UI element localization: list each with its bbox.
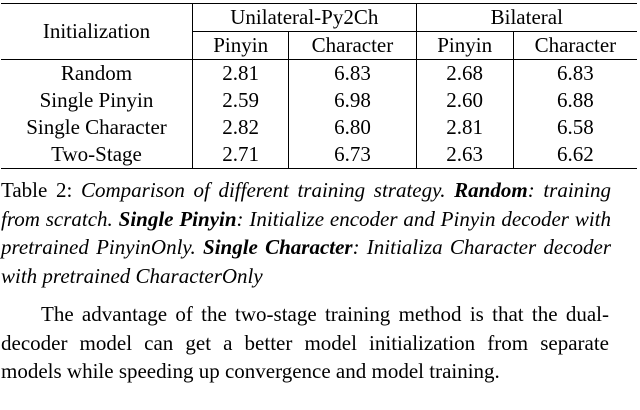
bilateral-group-header: Bilateral <box>415 3 637 32</box>
unilateral-group-header: Unilateral-Py2Ch <box>192 3 417 32</box>
table-cell: 6.88 <box>512 87 637 114</box>
table-row: Single Character 2.82 6.80 2.81 6.58 <box>1 114 637 141</box>
table-cell: 2.71 <box>192 141 289 169</box>
table-cell: 2.82 <box>192 114 289 141</box>
table-row: Two-Stage 2.71 6.73 2.63 6.62 <box>1 141 637 169</box>
row-label: Random <box>60 61 133 85</box>
caption-desc-random: : training from scratch. <box>1 178 612 231</box>
caption-prefix: Table 2: <box>1 178 81 202</box>
subheader-character: Character <box>512 31 637 60</box>
initialization-header: Initialization <box>1 3 193 60</box>
results-table: Initialization Unilateral-Py2Ch Bilatera… <box>1 3 637 169</box>
subheader-character: Character <box>288 31 417 60</box>
table-row: Random 2.81 6.83 2.68 6.83 <box>1 59 637 87</box>
table-cell: 2.60 <box>415 87 514 114</box>
table-cell: 6.73 <box>288 141 417 169</box>
table-cell: 6.58 <box>512 114 637 141</box>
subheader-pinyin: Pinyin <box>415 31 514 60</box>
caption-term-random: Random <box>454 178 528 202</box>
table-cell: 2.81 <box>192 59 289 87</box>
subheader-pinyin: Pinyin <box>192 31 289 60</box>
table-row: Single Pinyin 2.59 6.98 2.60 6.88 <box>1 87 637 114</box>
table-header-row-2: Pinyin Character Pinyin Character <box>1 31 637 60</box>
caption-desc-single-pinyin: : Initialize encoder and Pinyin decoder … <box>1 206 611 260</box>
table-cell: 2.81 <box>415 114 514 141</box>
table-caption: Table 2: Comparison of different trainin… <box>1 176 611 290</box>
body-paragraph: The advantage of the two-stage training … <box>1 302 609 383</box>
table-cell: 6.62 <box>512 141 637 169</box>
caption-desc-single-character: : Initializa Character decoder with pret… <box>1 235 612 288</box>
row-label: Single Character <box>26 115 167 139</box>
row-label: Two-Stage <box>1 141 193 169</box>
table-cell: 6.83 <box>288 59 417 87</box>
table-cell: 6.98 <box>288 87 417 114</box>
caption-term-single-character: Single Character <box>203 235 353 259</box>
table-cell: 2.63 <box>415 141 514 169</box>
caption-intro: Comparison of different training strateg… <box>80 178 455 202</box>
table-cell: 6.83 <box>512 59 637 87</box>
table-cell: 2.59 <box>192 87 289 114</box>
row-label: Single Pinyin <box>39 88 154 112</box>
table-header-row-1: Initialization Unilateral-Py2Ch Bilatera… <box>1 3 637 60</box>
caption-term-single-pinyin: Single Pinyin <box>118 206 237 231</box>
table-cell: 6.80 <box>288 114 417 141</box>
table-cell: 2.68 <box>415 59 514 87</box>
